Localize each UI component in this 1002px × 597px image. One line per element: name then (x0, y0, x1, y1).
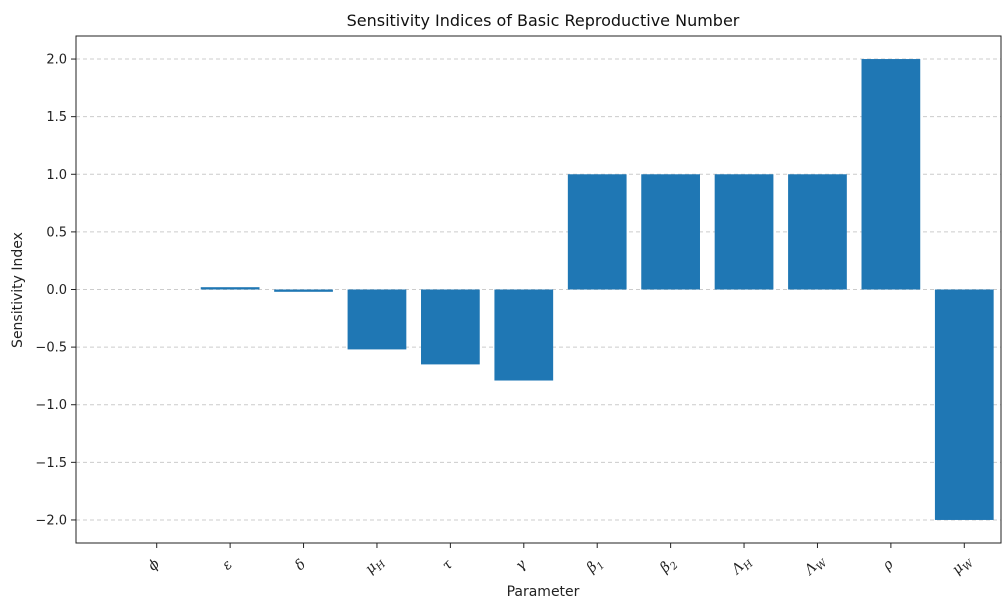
y-tick-label: −2.0 (35, 513, 67, 528)
y-tick-label: 0.5 (46, 225, 67, 240)
y-tick-label: 0.0 (46, 283, 67, 298)
x-tick-label: ΛW (800, 552, 830, 582)
x-tick-label: μH (362, 553, 388, 579)
x-axis-ticks: ϕ ε δ μH τ γ β1 β2 ΛH ΛW ρ μW (145, 543, 977, 582)
x-tick-label: τ (439, 557, 456, 574)
y-tick-label: 2.0 (46, 53, 67, 68)
y-tick-label: −1.5 (35, 456, 67, 471)
bar (494, 289, 554, 381)
x-tick-label: μW (949, 552, 977, 580)
y-tick-label: 1.5 (46, 110, 67, 125)
x-tick-label: ΛH (727, 553, 755, 581)
bar (641, 174, 700, 290)
x-tick-label: δ (292, 557, 309, 574)
bar (567, 174, 627, 290)
bar (274, 289, 333, 292)
x-tick-label: γ (512, 556, 530, 574)
bar (934, 289, 994, 520)
y-tick-label: 1.0 (46, 168, 67, 183)
x-tick-label: β1 (583, 554, 607, 578)
bar (788, 174, 847, 290)
x-tick-label: ϕ (145, 556, 163, 574)
bar (200, 287, 260, 290)
y-axis-label: Sensitivity Index (10, 232, 26, 348)
y-tick-label: −1.0 (35, 398, 67, 413)
bars (200, 59, 994, 520)
bar (861, 59, 921, 290)
x-axis-label: Parameter (507, 584, 580, 597)
chart-title: Sensitivity Indices of Basic Reproductiv… (347, 11, 740, 30)
bar (714, 174, 774, 290)
bar (421, 289, 480, 365)
y-tick-label: −0.5 (35, 341, 67, 356)
plot-frame (75, 35, 1002, 544)
x-tick-label: ρ (879, 556, 897, 574)
x-tick-label: ε (219, 557, 236, 574)
y-axis-ticks: −2.0 −1.5 −1.0 −0.5 0.0 0.5 1.0 1.5 2.0 (35, 53, 76, 528)
bar (347, 289, 407, 350)
x-tick-label: β2 (656, 554, 680, 578)
